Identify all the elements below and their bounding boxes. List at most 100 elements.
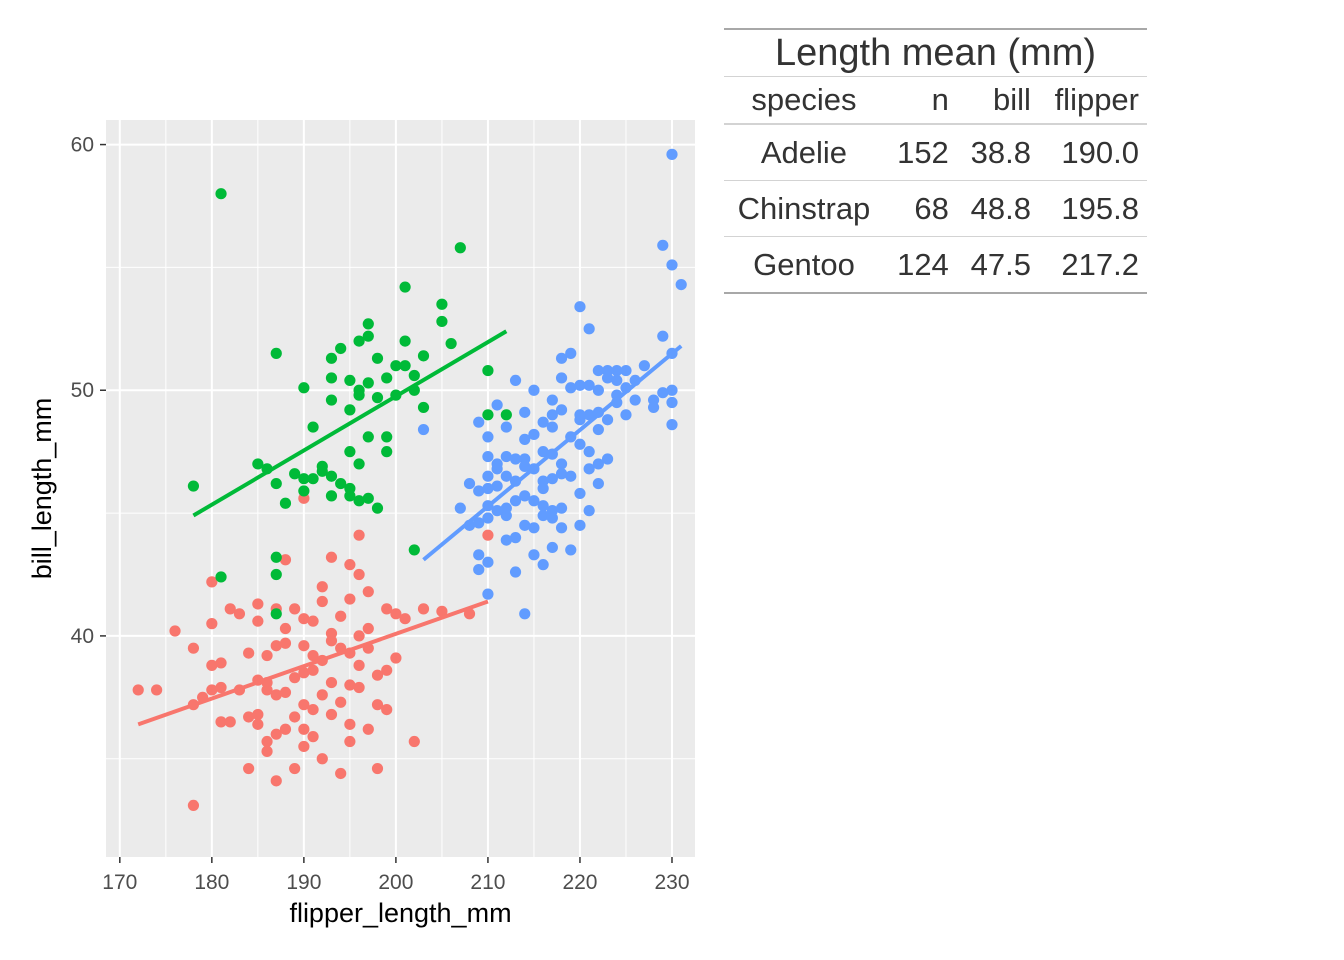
data-point xyxy=(482,450,494,463)
header-n: n xyxy=(883,77,957,125)
data-point xyxy=(344,404,356,416)
data-point xyxy=(243,647,255,659)
data-point xyxy=(353,529,365,541)
data-point xyxy=(620,364,632,377)
data-point xyxy=(555,522,568,534)
cell-bill: 48.8 xyxy=(956,180,1039,237)
data-point xyxy=(362,377,374,389)
data-point xyxy=(298,699,310,711)
data-point xyxy=(500,534,512,546)
data-point xyxy=(399,613,411,625)
data-point xyxy=(500,421,512,433)
data-point xyxy=(362,431,374,443)
data-point xyxy=(583,446,595,458)
data-point xyxy=(279,497,292,509)
data-point xyxy=(390,608,402,620)
data-point xyxy=(408,735,420,748)
data-point xyxy=(574,519,586,531)
data-point xyxy=(399,281,411,293)
data-point xyxy=(215,571,227,583)
data-point xyxy=(335,342,347,355)
data-point xyxy=(325,490,338,502)
data-point xyxy=(289,603,301,615)
data-point xyxy=(666,384,678,396)
data-point xyxy=(519,406,531,418)
data-point xyxy=(500,502,512,514)
data-point xyxy=(473,563,485,576)
data-point xyxy=(546,541,558,554)
cell-n: 124 xyxy=(883,236,957,294)
header-bill: bill xyxy=(956,77,1039,125)
data-point xyxy=(371,762,384,775)
data-point xyxy=(270,775,282,787)
data-point xyxy=(491,399,503,411)
data-point xyxy=(491,458,503,470)
data-point xyxy=(298,723,310,735)
data-point xyxy=(528,549,540,561)
data-point xyxy=(583,379,595,391)
data-point xyxy=(519,460,531,472)
data-point xyxy=(344,679,356,691)
data-point xyxy=(519,433,531,445)
data-point xyxy=(537,446,549,458)
data-point xyxy=(473,549,485,561)
data-point xyxy=(298,382,310,394)
data-point xyxy=(381,603,393,615)
data-point xyxy=(215,716,227,728)
data-point xyxy=(509,495,522,507)
data-point xyxy=(482,470,494,482)
data-point xyxy=(555,352,568,364)
data-point xyxy=(555,372,568,384)
data-point xyxy=(252,458,264,470)
data-point xyxy=(298,613,310,625)
data-point xyxy=(289,468,301,480)
data-point xyxy=(261,649,273,662)
data-point xyxy=(307,649,319,662)
data-point xyxy=(537,509,549,522)
data-point xyxy=(583,323,595,335)
data-point xyxy=(187,480,200,492)
data-point xyxy=(344,559,356,571)
data-point xyxy=(215,188,227,200)
data-point xyxy=(473,416,485,428)
data-point xyxy=(565,382,577,394)
data-point xyxy=(657,330,669,342)
data-point xyxy=(233,608,246,620)
data-point xyxy=(371,669,384,681)
data-point xyxy=(408,369,420,382)
data-point xyxy=(574,438,586,450)
data-point xyxy=(583,505,595,517)
data-point xyxy=(601,453,614,465)
data-point xyxy=(611,374,623,387)
data-point xyxy=(555,468,568,480)
data-point xyxy=(252,718,264,730)
data-point xyxy=(482,529,494,541)
header-species: species xyxy=(724,77,884,125)
data-point xyxy=(565,544,577,556)
data-point xyxy=(289,672,301,684)
data-point xyxy=(325,372,338,384)
data-point xyxy=(371,352,384,364)
data-point xyxy=(436,605,448,617)
data-point xyxy=(325,551,338,563)
data-point xyxy=(491,505,503,517)
data-point xyxy=(362,330,374,342)
y-tick-label: 60 xyxy=(71,134,94,157)
data-point xyxy=(528,522,540,534)
data-point xyxy=(509,532,522,544)
data-point xyxy=(270,568,282,581)
data-point xyxy=(445,337,457,350)
data-point xyxy=(252,708,264,721)
data-point xyxy=(307,731,319,743)
data-point xyxy=(353,681,365,694)
x-tick-label: 180 xyxy=(194,871,229,894)
x-tick-label: 230 xyxy=(654,871,689,894)
data-point xyxy=(592,477,604,490)
data-point xyxy=(417,423,430,436)
data-point xyxy=(362,723,374,735)
data-point xyxy=(270,551,282,563)
data-point xyxy=(482,482,494,495)
data-point xyxy=(555,502,568,514)
data-point xyxy=(381,446,393,458)
data-point xyxy=(500,409,512,421)
